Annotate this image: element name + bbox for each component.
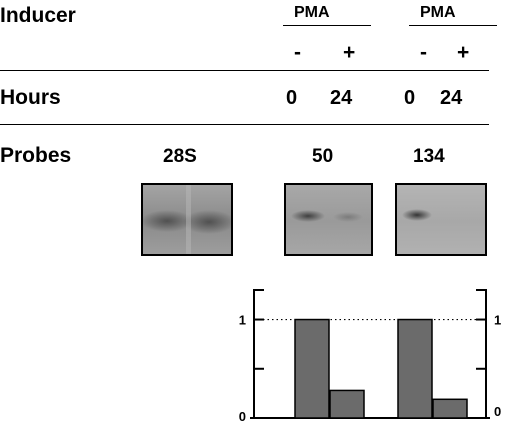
hours-label: Hours [0, 86, 61, 109]
group-2-minus: - [420, 41, 427, 64]
blot-50 [284, 183, 373, 256]
group-1-hours-0: 0 [286, 87, 298, 109]
bar-2 [329, 389, 365, 419]
bar-4 [432, 398, 468, 419]
bar-3 [397, 318, 433, 419]
blot-28s [141, 183, 233, 256]
right-tick-label-0: 0 [494, 404, 501, 419]
group-2-bracket-line [409, 25, 497, 26]
probe-50: 50 [312, 146, 334, 167]
divider-middle [0, 124, 489, 125]
group-2-inducer: PMA [420, 4, 456, 21]
blot-134 [395, 183, 487, 256]
right-tick-label-1: 1 [494, 313, 501, 328]
group-1-hours-24: 24 [330, 87, 353, 109]
group-1-bracket-line [283, 25, 371, 26]
inducer-label: Inducer [0, 4, 76, 27]
group-2-hours-0: 0 [404, 87, 416, 109]
divider-top [0, 70, 489, 71]
left-tick-label-1: 1 [239, 313, 246, 328]
probe-28s: 28S [163, 146, 197, 167]
group-1-inducer: PMA [294, 4, 330, 21]
left-tick-label-0: 0 [239, 409, 246, 424]
probe-134: 134 [413, 146, 445, 167]
group-2-hours-24: 24 [440, 87, 463, 109]
probes-label: Probes [0, 144, 72, 167]
group-2-plus: + [457, 41, 470, 64]
bar-1 [294, 318, 330, 419]
group-1-minus: - [294, 41, 301, 64]
group-1-plus: + [343, 41, 356, 64]
blot-28s-image [143, 185, 231, 254]
blot-134-image [397, 185, 485, 254]
blot-50-image [286, 185, 371, 254]
